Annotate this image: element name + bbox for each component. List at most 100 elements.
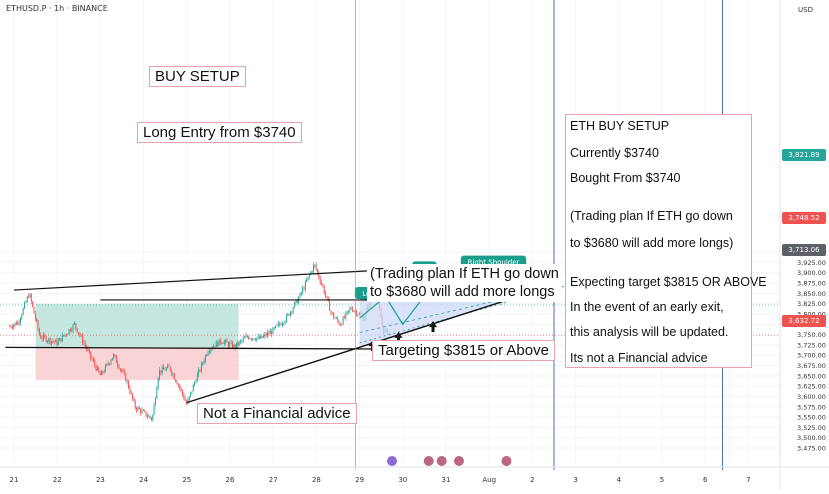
candle-down [134,400,136,408]
candle-down [217,341,219,346]
candle-down [117,362,119,366]
candle-up [191,391,193,393]
candle-down [331,312,333,314]
candle-up [148,415,150,417]
candle-up [346,311,348,313]
candle-up [157,378,159,389]
x-tick-label: 31 [442,476,451,484]
side-box-title: ETH BUY SETUP [570,119,670,133]
candle-down [160,370,162,373]
candle-up [64,334,66,336]
profit-zone [35,304,239,348]
side-box-line-4: to $3680 will add more longs) [570,236,734,250]
candle-down [130,392,132,394]
y-tick-label: 3,700.00 [797,352,826,360]
candle-up [51,341,53,344]
candle-down [339,324,341,326]
y-tick-label: 3,500.00 [797,434,826,442]
candle-up [204,355,206,362]
candle-up [68,329,70,334]
targeting-label: Targeting $3815 or Above [372,340,555,361]
candle-down [183,394,185,400]
candle-down [145,411,147,417]
candle-down [279,323,281,325]
candle-up [72,324,74,331]
candle-down [10,326,12,328]
candle-up [21,314,23,319]
event-icon [501,456,512,466]
candle-up [17,322,19,325]
candle-up [225,340,227,342]
candle-up [24,302,26,309]
candle-up [188,396,190,400]
candle-down [92,359,94,361]
entry-price-label: 3,748.52 [782,212,826,224]
candle-down [102,371,104,373]
candle-up [55,339,57,342]
candle-up [238,341,240,346]
eth-buy-setup-box: ETH BUY SETUP Currently $3740 Bought Fro… [565,114,767,368]
candle-down [28,296,30,298]
candle-down [40,334,42,339]
side-box-line-5: Expecting target $3815 OR ABOVE [570,275,767,289]
event-icon [436,456,447,466]
candle-up [103,371,105,373]
candle-down [82,335,84,343]
candle-down [60,338,62,342]
candle-up [276,325,278,326]
candle-down [150,417,152,420]
candle-up [294,302,296,308]
candle-down [182,390,183,395]
candle-down [169,366,171,371]
candle-up [61,335,63,342]
candle-down [352,308,354,312]
event-icon [387,456,397,466]
x-tick-label: 22 [53,476,62,484]
candle-down [88,350,90,352]
x-tick-label: 7 [746,476,750,484]
candle-up [196,374,198,382]
candle-down [56,339,58,345]
candle-down [330,310,332,313]
candle-up [272,327,274,334]
candle-up [113,354,115,358]
candle-down [91,357,93,360]
candle-up [285,315,287,322]
candle-down [250,338,252,340]
candle-down [118,365,120,369]
candle-up [215,341,217,348]
event-icon [423,456,434,466]
candle-up [161,367,163,373]
candle-up [202,363,204,364]
candle-down [122,371,124,373]
candle-up [207,352,209,356]
buy-setup-label: BUY SETUP [149,66,246,87]
candle-down [237,342,239,346]
candle-up [153,404,155,415]
candle-down [146,416,148,417]
candle-up [96,367,98,371]
candle-up [137,407,139,411]
candle-up [194,382,196,385]
candle-down [173,374,175,380]
current-price-label: 3,821.89 [782,149,826,161]
candle-up [206,355,208,357]
x-tick-label: 21 [10,476,19,484]
candle-down [123,371,125,374]
candle-down [99,371,101,376]
candle-down [78,332,80,334]
candle-down [168,365,170,367]
candle-down [33,306,35,314]
candle-up [20,318,21,323]
candle-up [210,348,212,352]
mid-price-label: 3,713.06 [782,244,826,256]
candle-down [79,333,81,336]
event-icon [453,456,464,466]
candle-up [312,265,314,272]
candle-up [47,341,48,342]
candle-down [291,311,293,313]
candle-up [236,342,237,348]
candle-up [281,323,283,326]
candle-up [345,312,347,318]
candle-down [95,365,97,371]
